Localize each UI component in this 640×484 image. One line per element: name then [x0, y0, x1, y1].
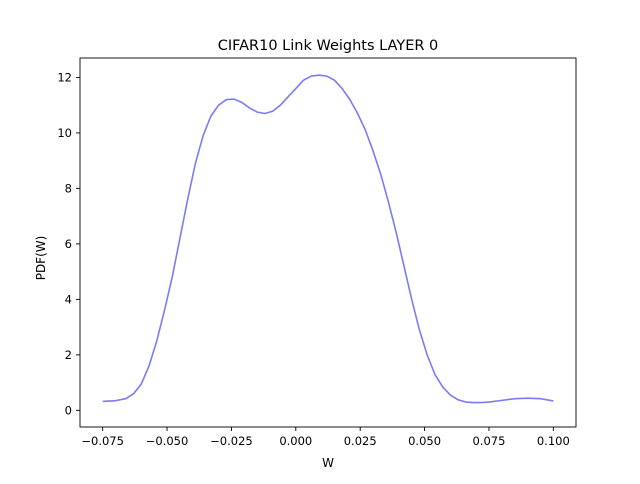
x-tick-label: −0.075 — [81, 434, 124, 448]
x-tick-label: 0.025 — [344, 434, 377, 448]
x-axis-label: W — [322, 456, 334, 470]
pdf-line — [102, 74, 554, 404]
x-tick-label: −0.025 — [210, 434, 253, 448]
x-tick-label: −0.050 — [146, 434, 189, 448]
y-tick-label: 8 — [65, 181, 72, 195]
y-tick-label: 10 — [57, 126, 72, 140]
y-tick-label: 12 — [57, 70, 72, 84]
y-tick-label: 4 — [65, 292, 72, 306]
y-tick-label: 6 — [65, 237, 72, 251]
x-tick-label: 0.075 — [472, 434, 505, 448]
chart-title: CIFAR10 Link Weights LAYER 0 — [218, 38, 439, 54]
axes-frame — [79, 57, 577, 428]
y-tick-label: 2 — [65, 348, 72, 362]
x-tick-label: 0.100 — [537, 434, 570, 448]
y-tick-label: 0 — [65, 403, 72, 417]
y-axis-label: PDF(W) — [34, 236, 48, 281]
x-tick-label: 0.050 — [408, 434, 441, 448]
x-tick-label: 0.000 — [279, 434, 312, 448]
